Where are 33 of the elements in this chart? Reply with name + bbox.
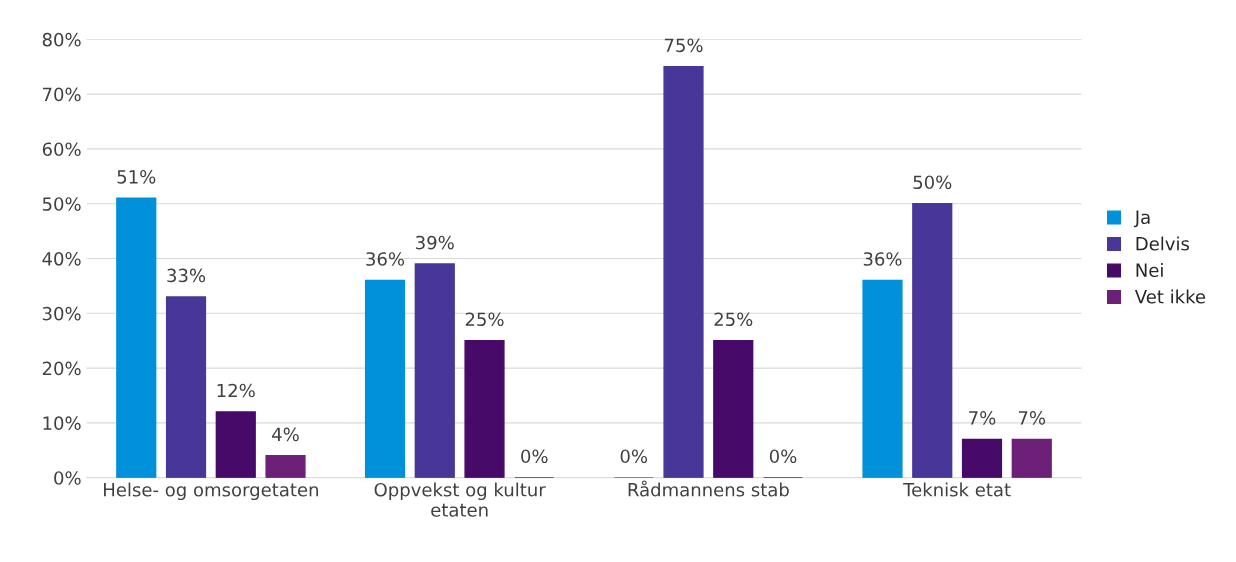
data-label: 25% (465, 312, 504, 327)
data-label: 50% (913, 175, 952, 190)
y-tick-label: 30% (42, 306, 81, 321)
data-label: 33% (167, 268, 206, 283)
data-label: 7% (969, 411, 996, 425)
data-label: 0% (521, 449, 548, 464)
y-tick-label: 10% (43, 416, 81, 431)
data-label: 25% (714, 312, 753, 327)
x-tick-label: Oppvekst og kultur etaten (374, 482, 546, 517)
legend-label: Ja (1133, 210, 1150, 228)
y-tick-label: 80% (42, 32, 81, 47)
y-tick-label: 40% (42, 251, 81, 266)
data-label: 12% (217, 383, 255, 398)
data-label: 4% (272, 427, 299, 442)
x-tick-label: Rådmannens stab (628, 480, 789, 497)
x-tick-label: Teknisk etat (903, 482, 1011, 497)
y-tick-label: 50% (42, 197, 81, 211)
data-label: 36% (366, 252, 405, 266)
data-label: 7% (1018, 411, 1046, 425)
data-label: 39% (416, 235, 454, 250)
data-label: 0% (620, 449, 648, 464)
data-label: 75% (664, 38, 703, 53)
y-tick-label: 0% (54, 471, 81, 485)
data-label: 51% (117, 169, 156, 184)
legend-label: Nei (1136, 263, 1163, 278)
data-label: 0% (769, 449, 797, 464)
data-label: 36% (863, 252, 902, 266)
legend-label: Delvis (1136, 236, 1190, 251)
y-tick-label: 20% (42, 361, 81, 376)
y-tick-label: 70% (43, 87, 81, 102)
x-tick-label: Helse- og omsorgetaten (104, 482, 318, 501)
y-tick-label: 60% (42, 142, 81, 157)
legend-label: Vet ikke (1134, 289, 1206, 304)
